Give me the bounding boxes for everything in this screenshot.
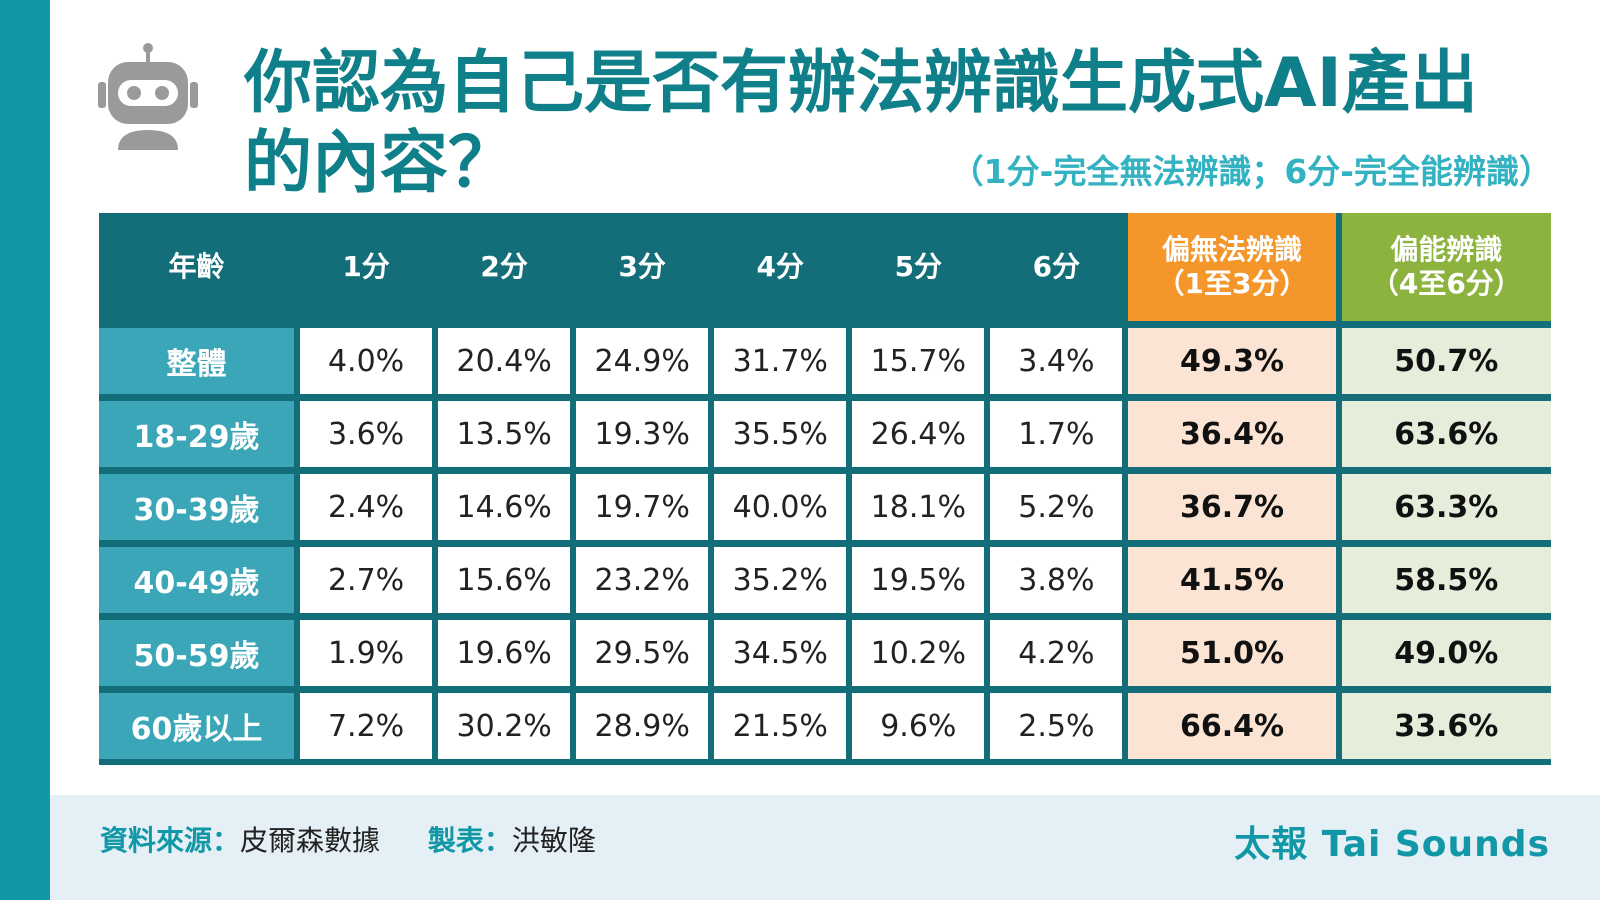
table-cell: 1.9% (300, 620, 433, 686)
column-header-line2: （1至3分） (1156, 267, 1308, 300)
table-row: 18-29歲 3.6% 13.5% 19.3% 35.5% 26.4% 1.7% 36.4% 6… (99, 401, 1551, 467)
table-cell: 19.7% (576, 474, 709, 540)
cell-positive-total: 58.5% (1341, 547, 1551, 613)
table-cell: 21.5% (714, 693, 847, 759)
cell-negative-total: 36.7% (1128, 474, 1336, 540)
table-body: 整體 4.0% 20.4% 24.9% 31.7% 15.7% 3.4% 49.3% 50.7%… (99, 328, 1551, 759)
cell-positive-total: 63.3% (1341, 474, 1551, 540)
column-header-line2: （4至6分） (1370, 267, 1522, 300)
column-header: 2分 (438, 213, 571, 321)
robot-icon (98, 43, 198, 150)
column-header-line1: 4分 (756, 250, 804, 283)
table-row: 50-59歲 1.9% 19.6% 29.5% 34.5% 10.2% 4.2% 51.0% 4… (99, 620, 1551, 686)
table-cell: 31.7% (714, 328, 847, 394)
row-label: 50-59歲 (99, 620, 295, 686)
column-header: 1分 (300, 213, 433, 321)
table-cell: 15.7% (852, 328, 985, 394)
table-cell: 19.6% (438, 620, 571, 686)
table-cell: 2.5% (990, 693, 1123, 759)
table-cell: 10.2% (852, 620, 985, 686)
table-cell: 29.5% (576, 620, 709, 686)
table-row: 60歲以上 7.2% 30.2% 28.9% 21.5% 9.6% 2.5% 66.4% 33.… (99, 693, 1551, 759)
table-cell: 14.6% (438, 474, 571, 540)
table-row: 40-49歲 2.7% 15.6% 23.2% 35.2% 19.5% 3.8% 41.5% 5… (99, 547, 1551, 613)
cell-positive-total: 50.7% (1341, 328, 1551, 394)
cell-negative-total: 41.5% (1128, 547, 1336, 613)
maker-value: 洪敏隆 (511, 824, 596, 857)
table-cell: 3.8% (990, 547, 1123, 613)
table-cell: 30.2% (438, 693, 571, 759)
column-header-line1: 6分 (1032, 250, 1081, 283)
table-row: 30-39歲 2.4% 14.6% 19.7% 40.0% 18.1% 5.2% 36.7% 6… (99, 474, 1551, 540)
table-cell: 19.3% (576, 401, 709, 467)
row-label: 整體 (99, 328, 295, 394)
column-header-line1: 偏能辨識 (1390, 233, 1503, 266)
header-row: 年齡 1分 2分 3分 4分 5分 6分 偏無法辨識 （1至3分） 偏能辨識 （4至6分） (99, 213, 1551, 321)
table-cell: 28.9% (576, 693, 709, 759)
table-row: 整體 4.0% 20.4% 24.9% 31.7% 15.7% 3.4% 49.3% 50.7% (99, 328, 1551, 394)
table-cell: 4.2% (990, 620, 1123, 686)
table-cell: 9.6% (852, 693, 985, 759)
footer: 資料來源：皮爾森數據 製表：洪敏隆 太報 Tai Sounds (50, 795, 1600, 900)
brand-logo-text: 太報 Tai Sounds (1234, 824, 1550, 865)
side-accent-bar (0, 0, 50, 900)
table-cell: 4.0% (300, 328, 433, 394)
column-header-line1: 5分 (894, 250, 943, 283)
table-cell: 3.6% (300, 401, 433, 467)
table-cell: 20.4% (438, 328, 571, 394)
table-cell: 34.5% (714, 620, 847, 686)
cell-negative-total: 49.3% (1128, 328, 1336, 394)
cell-negative-total: 51.0% (1128, 620, 1336, 686)
table-cell: 40.0% (714, 474, 847, 540)
column-header: 偏無法辨識 （1至3分） (1128, 213, 1336, 321)
column-header: 5分 (852, 213, 985, 321)
table-cell: 2.7% (300, 547, 433, 613)
column-header: 4分 (714, 213, 847, 321)
table-cell: 1.7% (990, 401, 1123, 467)
cell-negative-total: 66.4% (1128, 693, 1336, 759)
row-label: 30-39歲 (99, 474, 295, 540)
cell-positive-total: 49.0% (1341, 620, 1551, 686)
page-subtitle: （1分-完全無法辨識；6分-完全能辨識） (950, 152, 1552, 191)
row-label: 60歲以上 (99, 693, 295, 759)
table-cell: 24.9% (576, 328, 709, 394)
column-header-line1: 2分 (480, 250, 528, 283)
cell-positive-total: 33.6% (1341, 693, 1551, 759)
source-label: 資料來源： (100, 824, 241, 857)
row-label: 18-29歲 (99, 401, 295, 467)
table-cell: 23.2% (576, 547, 709, 613)
column-header: 年齡 (99, 213, 295, 321)
table-cell: 7.2% (300, 693, 433, 759)
table-cell: 3.4% (990, 328, 1123, 394)
cell-negative-total: 36.4% (1128, 401, 1336, 467)
row-label: 40-49歲 (99, 547, 295, 613)
table-cell: 35.2% (714, 547, 847, 613)
data-table: 年齡 1分 2分 3分 4分 5分 6分 偏無法辨識 （1至3分） 偏能辨識 （4至6分） 整體 4.… (99, 213, 1551, 759)
table-cell: 5.2% (990, 474, 1123, 540)
column-header: 3分 (576, 213, 709, 321)
table-cell: 19.5% (852, 547, 985, 613)
table-cell: 18.1% (852, 474, 985, 540)
source-value: 皮爾森數據 (240, 824, 381, 857)
column-header-line1: 偏無法辨識 (1162, 233, 1303, 266)
page-title: 你認為自己是否有辦法辨識生成式AI產出的內容？ (244, 44, 1478, 203)
table-cell: 2.4% (300, 474, 433, 540)
column-header: 6分 (990, 213, 1123, 321)
cell-positive-total: 63.6% (1341, 401, 1551, 467)
column-header-line1: 年齡 (168, 250, 225, 283)
table-cell: 13.5% (438, 401, 571, 467)
maker-label: 製表： (427, 824, 512, 857)
column-header: 偏能辨識 （4至6分） (1341, 213, 1551, 321)
table-cell: 26.4% (852, 401, 985, 467)
source-line: 資料來源：皮爾森數據 製表：洪敏隆 (100, 819, 596, 859)
table-cell: 15.6% (438, 547, 571, 613)
column-header-line1: 3分 (618, 250, 666, 283)
table-cell: 35.5% (714, 401, 847, 467)
column-header-line1: 1分 (342, 250, 390, 283)
